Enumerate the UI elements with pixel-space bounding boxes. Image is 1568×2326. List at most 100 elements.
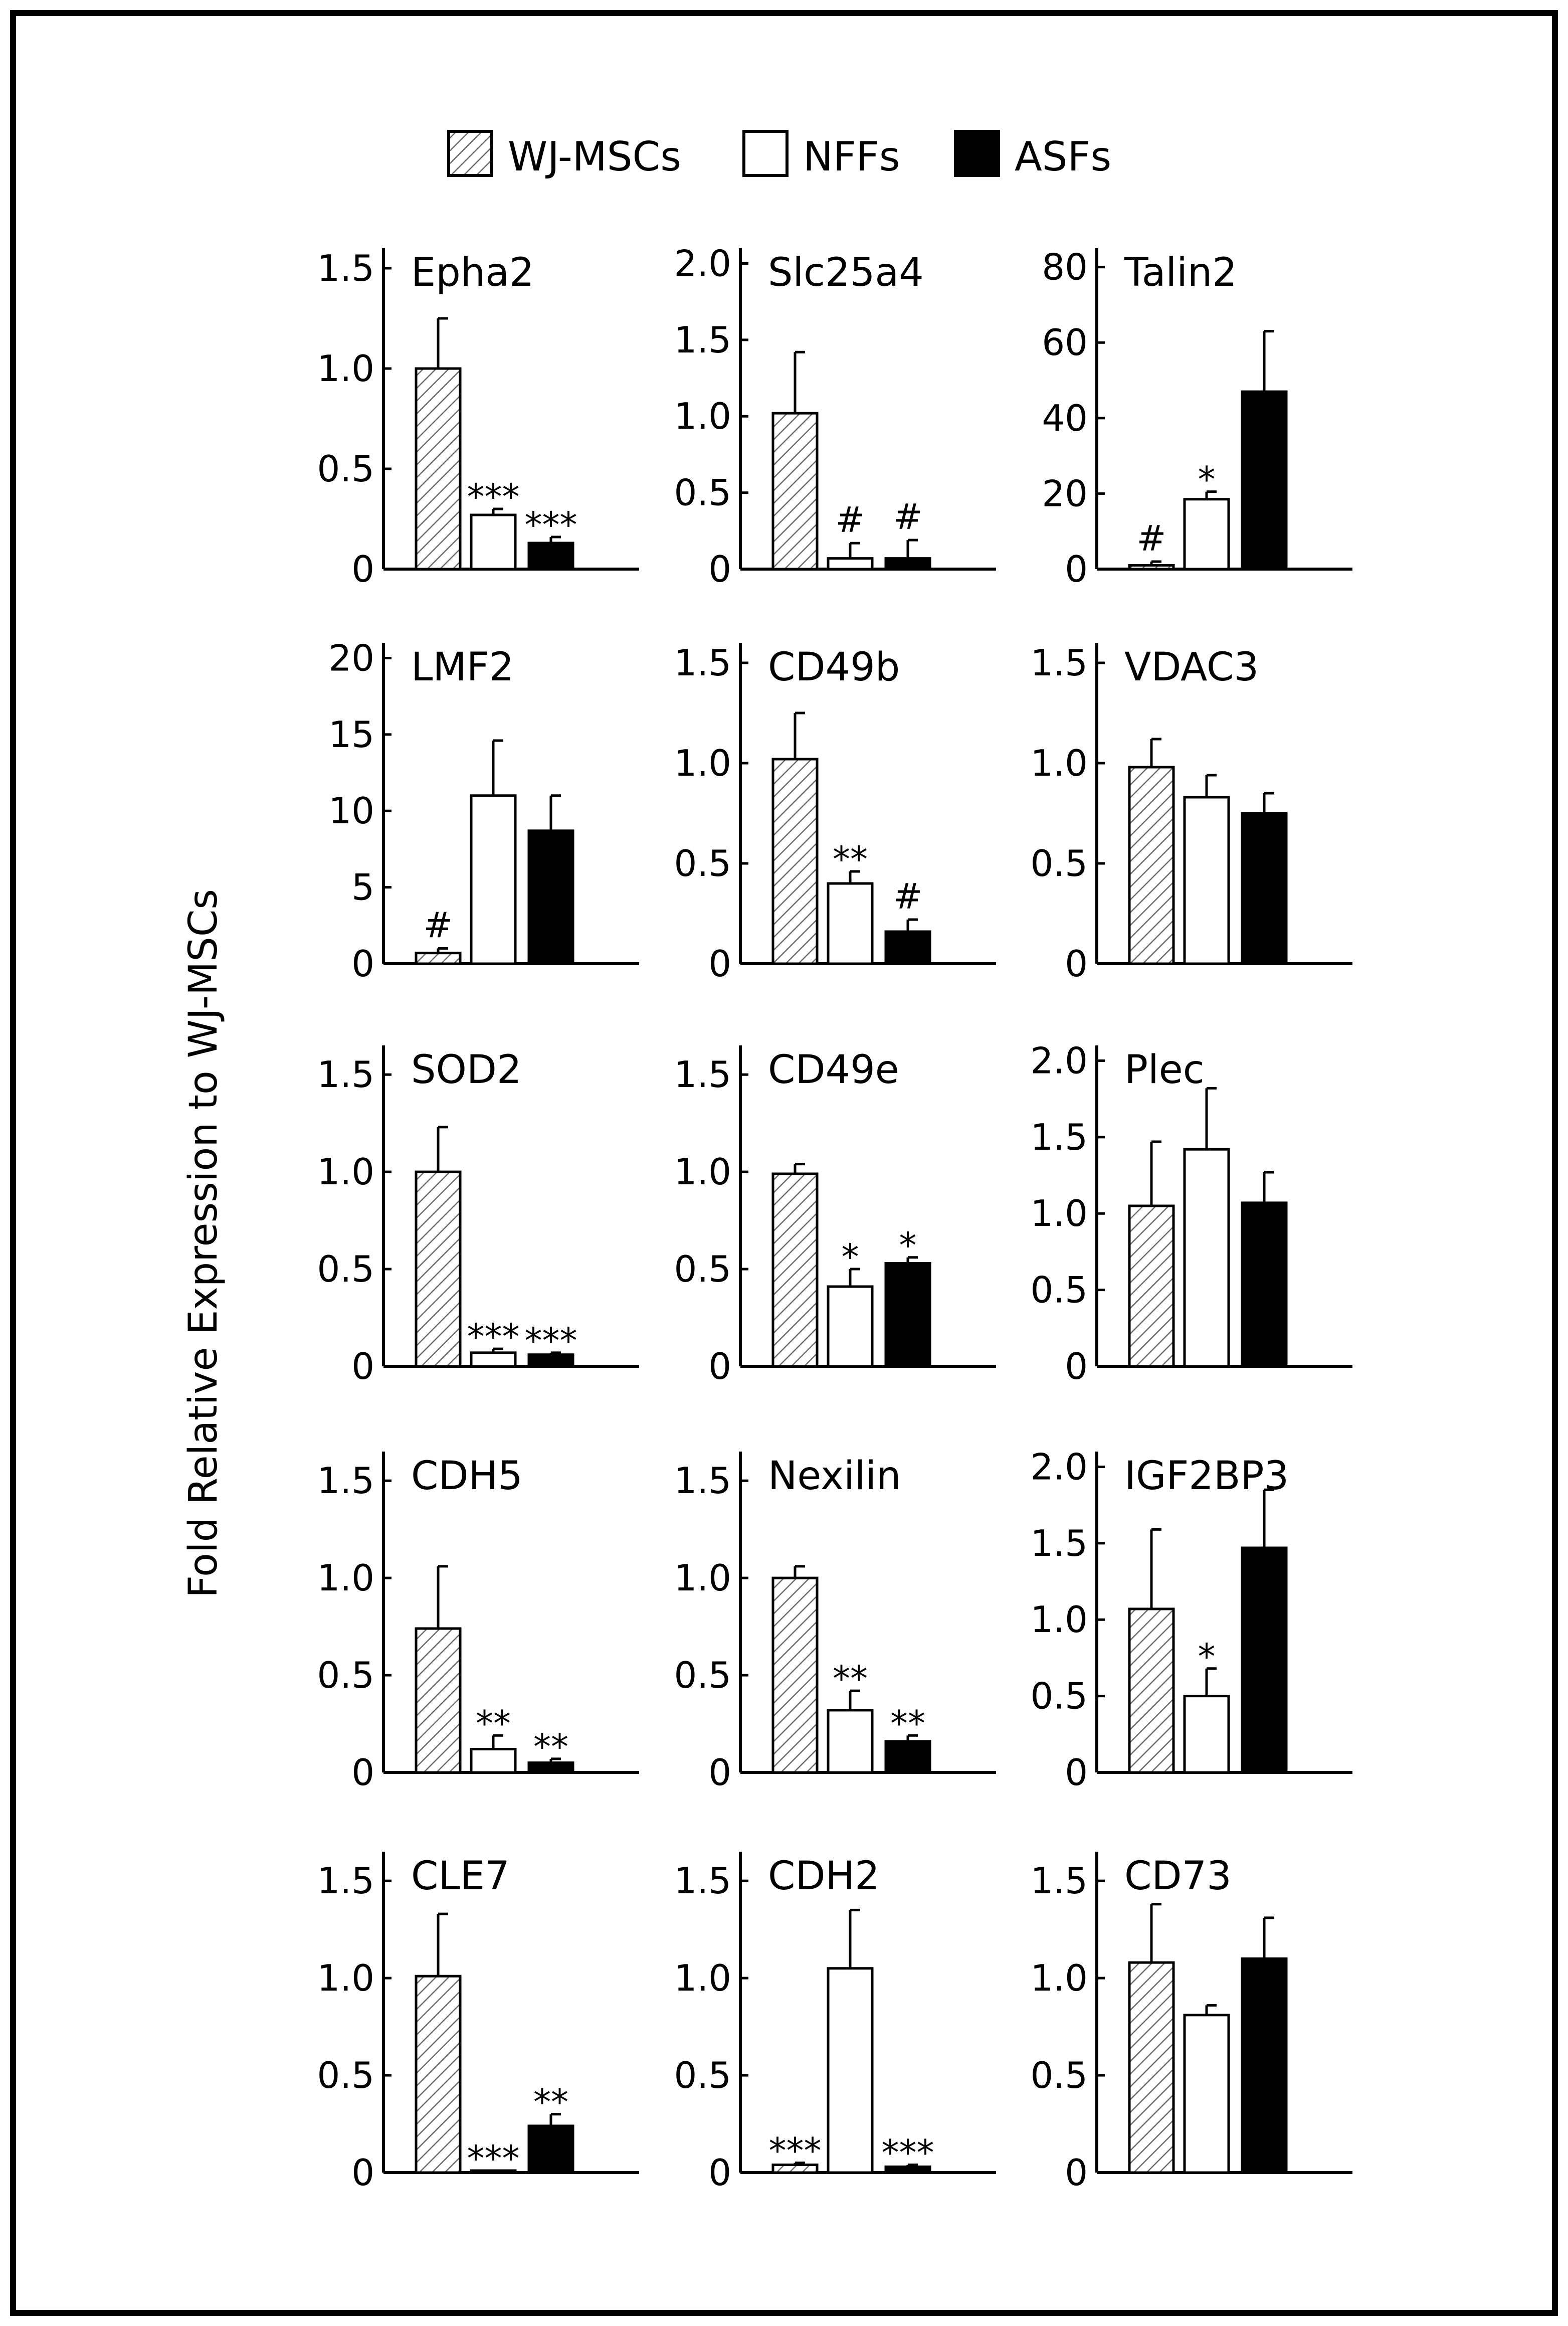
bar-asfs <box>1241 812 1288 965</box>
panel-epha2: 0 0.5 1.0 1.5 Epha2 ****** <box>317 247 639 590</box>
panel-title: LMF2 <box>411 645 514 690</box>
bar-wj-mscs <box>1128 766 1175 965</box>
bar-nffs <box>470 1747 517 1774</box>
bar-asfs <box>527 542 574 571</box>
bar-nffs <box>827 557 874 571</box>
significance-label: ** <box>533 2082 568 2123</box>
panel-lmf2: 0 5 10 15 20 LMF2 # <box>328 637 639 985</box>
significance-label: *** <box>882 2132 934 2173</box>
y-tick-label: 0.5 <box>317 2054 374 2096</box>
y-tick-label: 0.5 <box>674 842 731 884</box>
bar-wj-mscs <box>415 1627 462 1774</box>
panel-title: VDAC3 <box>1124 645 1259 690</box>
significance-label: * <box>899 1225 917 1266</box>
outer-frame <box>10 10 1558 2316</box>
bar-wj-mscs <box>1128 1204 1175 1368</box>
y-tick-label: 20 <box>1042 472 1088 514</box>
bar-asfs <box>1241 1957 1288 2174</box>
bar-wj-mscs <box>1128 1961 1175 2174</box>
y-tick-label: 1.0 <box>674 1957 731 1999</box>
legend-item: ASFs <box>954 130 1111 180</box>
y-tick-label: 40 <box>1042 397 1088 439</box>
panel-title: Slc25a4 <box>768 250 924 295</box>
significance-label: ** <box>833 839 868 880</box>
bar-nffs <box>827 1709 874 1774</box>
y-tick-label: 1.5 <box>1030 1860 1088 1902</box>
significance-label: ** <box>890 1703 925 1744</box>
panel-title: CDH2 <box>768 1854 880 1899</box>
bar-nffs <box>1183 1695 1230 1774</box>
panel-nexilin: 0 0.5 1.0 1.5 Nexilin ** ** <box>674 1452 996 1794</box>
significance-label: # <box>836 499 865 541</box>
panel-cle7: 00.51.01.5 CLE7***** <box>317 1852 639 2194</box>
panel-cdh5: 0 0.5 1.0 1.5 CDH5 ** ** <box>317 1452 639 1794</box>
significance-label: # <box>424 905 453 946</box>
legend-label: WJ-MSCs <box>508 133 681 180</box>
significance-label: * <box>842 1236 859 1278</box>
bar-asfs <box>527 829 574 965</box>
y-tick-label: 60 <box>1042 321 1088 364</box>
y-tick-label: 0 <box>1065 548 1088 590</box>
bar-nffs <box>470 2169 517 2174</box>
y-tick-label: 1.5 <box>317 247 374 289</box>
y-tick-label: 1.5 <box>1030 1522 1088 1564</box>
bar-asfs <box>884 1262 931 1368</box>
y-tick-label: 0.5 <box>674 1654 731 1696</box>
panel-title: SOD2 <box>411 1047 522 1093</box>
y-tick-label: 0.5 <box>674 1248 731 1290</box>
y-tick-label: 1.5 <box>674 1860 731 1902</box>
bar-nffs <box>1183 796 1230 965</box>
y-tick-label: 0 <box>351 2152 374 2194</box>
panel-title: Plec <box>1124 1047 1205 1093</box>
y-tick-label: 1.5 <box>317 1860 374 1902</box>
y-tick-label: 0.5 <box>317 448 374 490</box>
y-tick-label: 0.5 <box>317 1654 374 1696</box>
bar-nffs <box>1183 1148 1230 1368</box>
panel-vdac3: 0 0.5 1.0 1.5 VDAC3 <box>1030 642 1352 985</box>
panel-igf2bp3: 0 0.5 1.0 1.5 2.0 IGF2BP3 * <box>1030 1446 1352 1794</box>
panel-cdh2: 0 0.5 1.0 1.5 CDH2 *** *** <box>674 1852 996 2194</box>
panel-cd73: 0 0.5 1.0 1.5 CD73 <box>1030 1852 1352 2194</box>
significance-label: ** <box>833 1658 868 1699</box>
y-tick-label: 1.0 <box>674 1151 731 1193</box>
y-tick-label: 1.0 <box>1030 742 1088 784</box>
y-tick-label: 15 <box>328 713 374 756</box>
y-tick-label: 2.0 <box>1030 1039 1088 1082</box>
bar-wj-mscs <box>415 952 462 965</box>
y-tick-label: 10 <box>328 790 374 832</box>
y-tick-label: 1.0 <box>317 347 374 390</box>
y-tick-label: 0 <box>1065 943 1088 985</box>
significance-label: # <box>1137 518 1166 559</box>
legend: WJ-MSCs NFFs ASFs <box>447 130 1111 180</box>
y-tick-label: 0.5 <box>674 472 731 514</box>
significance-label: * <box>1198 459 1216 500</box>
y-tick-label: 1.5 <box>1030 1116 1088 1158</box>
panel-title: CD49e <box>768 1047 899 1093</box>
panel-title: CD49b <box>768 645 900 690</box>
y-tick-label: 1.0 <box>317 1151 374 1193</box>
legend-label: ASFs <box>1015 133 1111 180</box>
panel-slc25a4: 0 0.5 1.0 1.5 2.0 Slc25a4 # # <box>674 242 996 590</box>
y-tick-label: 0.5 <box>1030 1269 1088 1311</box>
bar-nffs <box>470 794 517 965</box>
panel-title: IGF2BP3 <box>1124 1454 1289 1499</box>
y-tick-label: 1.5 <box>317 1460 374 1502</box>
significance-label: ** <box>476 1703 511 1744</box>
bar-wj-mscs <box>415 1975 462 2174</box>
panel-cd49b: 0 0.5 1.0 1.5 CD49b ** # <box>674 642 996 985</box>
bar-nffs <box>1183 498 1230 571</box>
significance-label: *** <box>467 2138 520 2179</box>
significance-label: # <box>893 496 923 538</box>
y-tick-label: 0.5 <box>317 1248 374 1290</box>
bar-wj-mscs <box>771 758 819 965</box>
y-tick-label: 0 <box>1065 2152 1088 2194</box>
panel-talin2: 0 20 40 60 80 Talin2 # * <box>1042 246 1352 590</box>
panel-title: CDH5 <box>411 1454 523 1499</box>
y-tick-label: 1.0 <box>674 1557 731 1599</box>
bar-wj-mscs <box>771 412 819 571</box>
significance-label: * <box>1198 1636 1216 1677</box>
y-tick-label: 0 <box>1065 1751 1088 1794</box>
panel-title: Talin2 <box>1124 250 1237 295</box>
legend-item: NFFs <box>742 130 900 180</box>
bar-wj-mscs <box>1128 1607 1175 1774</box>
